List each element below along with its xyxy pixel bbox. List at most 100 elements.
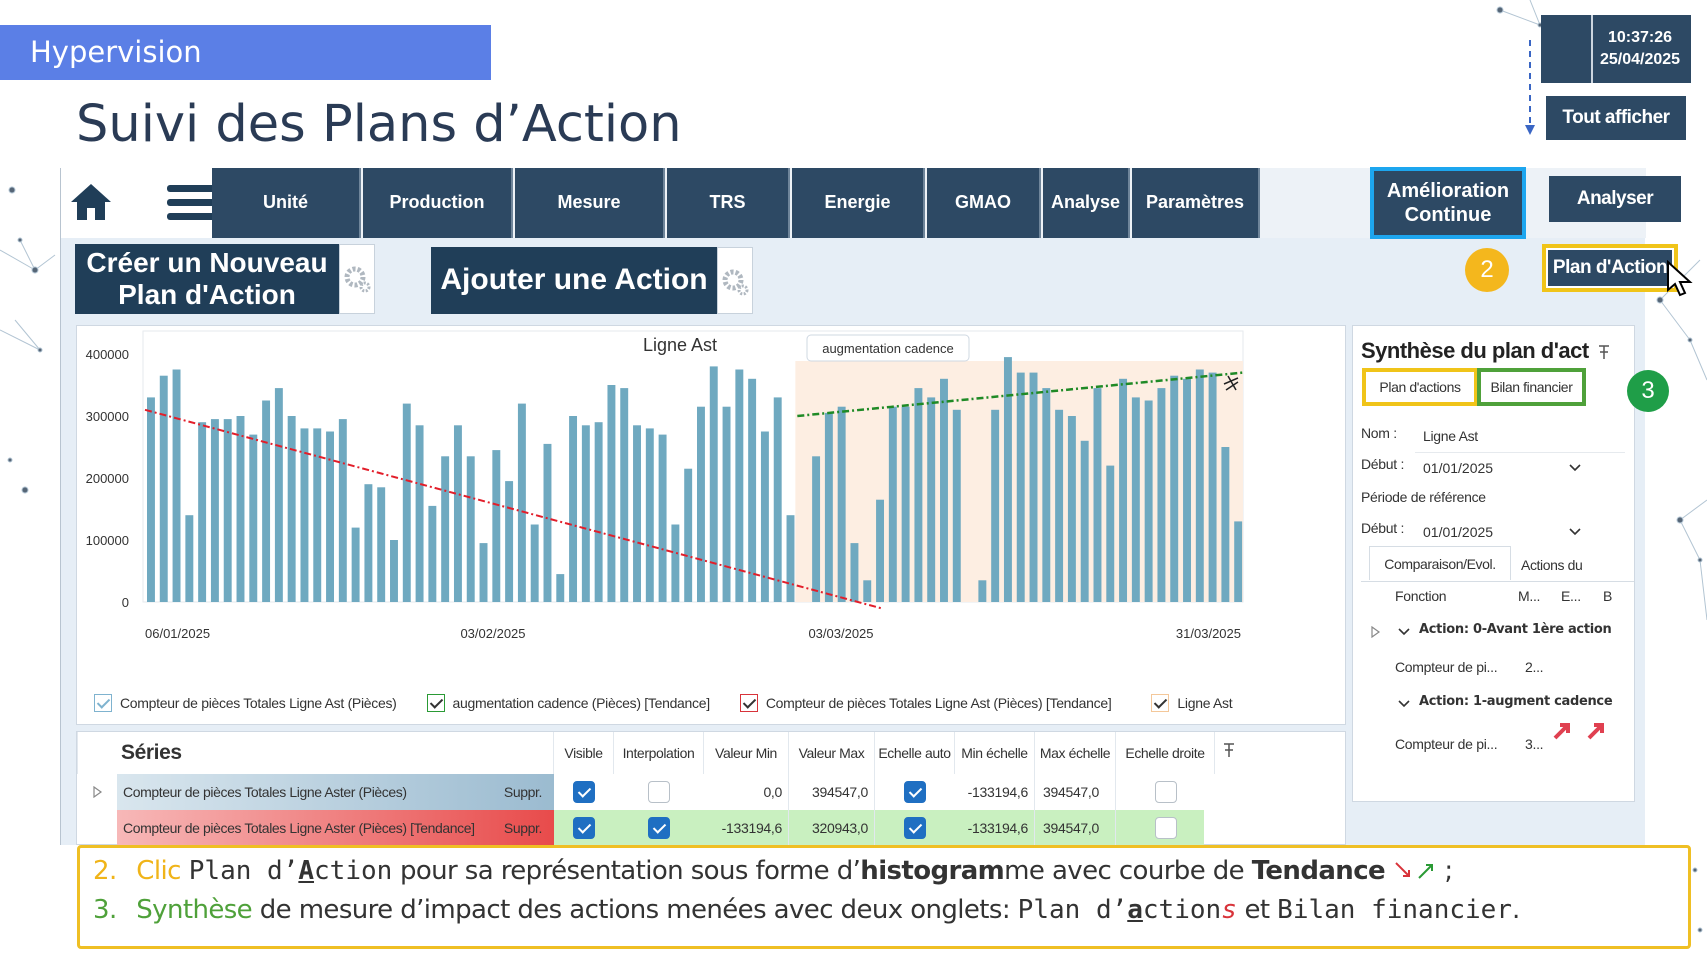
expand-arrow-icon[interactable] (1371, 626, 1381, 638)
series-column-header[interactable]: Echelle auto (875, 732, 955, 774)
suppr-button[interactable]: Suppr. (503, 784, 542, 800)
legend-checkbox[interactable] (739, 694, 758, 712)
series-value-cell[interactable]: 320943,0 (789, 810, 875, 846)
create-plan-button[interactable]: Créer un Nouveau Plan d'Action (75, 244, 339, 314)
legend-item[interactable]: Compteur de pièces Totales Ligne Ast (Pi… (739, 694, 1112, 712)
series-column-header[interactable]: Interpolation (614, 732, 704, 774)
series-column-header[interactable]: Echelle droite (1116, 732, 1215, 774)
nav-item[interactable]: TRS (667, 168, 790, 238)
debut2-select[interactable]: 01/01/2025 (1415, 514, 1590, 548)
chart-bar (210, 419, 219, 602)
nom-field[interactable] (1415, 419, 1625, 453)
legend-item[interactable]: Ligne Ast (1151, 694, 1233, 712)
series-row[interactable]: Compteur de pièces Totales Ligne Aster (… (77, 774, 1345, 810)
chart-bar (569, 416, 578, 602)
nav-item[interactable]: GMAO (927, 168, 1041, 238)
chart-bar (901, 406, 910, 602)
chart-bar (1119, 378, 1128, 602)
legend-checkbox[interactable] (1151, 694, 1170, 712)
chevron-down-icon[interactable] (1398, 700, 1410, 708)
series-value-cell[interactable]: -133194,6 (955, 810, 1035, 846)
caption-line-3: 3. Synthèse de mesure d’impact des actio… (93, 895, 1688, 934)
nav-item[interactable]: Analyse (1043, 168, 1130, 238)
series-value-cell[interactable]: -133194,6 (704, 810, 789, 846)
nav-amelioration-continue[interactable]: Amélioration Continue (1370, 167, 1526, 239)
chart-bar (978, 580, 987, 602)
create-plan-settings[interactable] (339, 244, 375, 314)
legend-item[interactable]: augmentation cadence (Pièces) [Tendance] (426, 694, 710, 712)
series-checkbox[interactable] (904, 817, 926, 839)
series-value-cell[interactable]: 394547,0 (789, 774, 875, 810)
legend-label: Compteur de pièces Totales Ligne Ast (Pi… (120, 695, 397, 711)
series-column-header[interactable]: Max échelle (1035, 732, 1116, 774)
series-checkbox-cell (875, 810, 955, 846)
chart-bar (684, 468, 693, 602)
chart-bar (262, 400, 271, 602)
subtab-comparaison[interactable]: Comparaison/Evol. (1369, 546, 1511, 580)
caption-mono-part: s (1221, 895, 1237, 925)
chart-bar (645, 428, 654, 602)
series-checkbox[interactable] (573, 781, 595, 803)
series-name-cell[interactable]: Compteur de pièces Totales Ligne Aster (… (117, 810, 554, 846)
tab-plan-actions[interactable]: Plan d'actions (1362, 368, 1478, 406)
chart-bar (1183, 378, 1191, 602)
series-checkbox[interactable] (573, 817, 595, 839)
add-action-settings[interactable] (717, 247, 753, 314)
series-column-header[interactable]: Min échelle (955, 732, 1035, 774)
debut-select[interactable]: 01/01/2025 (1415, 450, 1590, 484)
suppr-button[interactable]: Suppr. (503, 820, 542, 836)
nav-item[interactable]: Energie (792, 168, 925, 238)
clock-time: 10:37:26 (1607, 29, 1673, 46)
plan-action-button[interactable]: Plan d'Action (1542, 244, 1678, 292)
series-checkbox[interactable] (1154, 817, 1177, 839)
menu-icon[interactable] (167, 183, 217, 223)
nav-item[interactable]: Production (363, 168, 513, 238)
pin-icon[interactable] (1221, 742, 1237, 758)
series-value-cell[interactable]: 0,0 (704, 774, 789, 810)
series-name-cell[interactable]: Compteur de pièces Totales Ligne Aster (… (117, 774, 554, 810)
series-value-cell[interactable]: 394547,0 (1035, 774, 1116, 810)
chart-bar (1131, 397, 1140, 602)
chart-anchor-icon (1223, 375, 1239, 391)
home-icon[interactable] (69, 182, 113, 222)
fonction-row-1: Compteur de pi... (1395, 659, 1498, 675)
nav-home-area (61, 168, 221, 238)
series-checkbox[interactable] (648, 817, 670, 839)
x-tick-label: 31/03/2025 (1176, 626, 1241, 641)
series-value: 0,0 (763, 784, 782, 800)
series-value-cell[interactable]: -133194,6 (955, 774, 1035, 810)
nav-item[interactable]: Unité (212, 168, 361, 238)
series-checkbox-cell (614, 774, 704, 810)
caption-box: 2. Clic Plan d’Action pour sa représentat… (77, 845, 1691, 949)
series-row[interactable]: Compteur de pièces Totales Ligne Aster (… (77, 810, 1345, 846)
series-checkbox[interactable] (648, 781, 670, 803)
expand-arrow-icon[interactable] (93, 786, 103, 798)
nav-item[interactable]: Mesure (515, 168, 665, 238)
subtab-actions[interactable]: Actions du (1511, 548, 1606, 582)
chart-bar (760, 431, 769, 602)
series-checkbox[interactable] (904, 781, 926, 803)
tab-bilan-financier[interactable]: Bilan financier (1477, 368, 1586, 406)
analyser-button[interactable]: Analyser (1549, 176, 1681, 222)
caption-text: ; (1436, 856, 1453, 886)
y-tick-label: 100000 (86, 533, 129, 548)
series-checkbox[interactable] (1154, 781, 1177, 803)
chart-bar (556, 574, 565, 602)
nav-item[interactable]: Paramètres (1132, 168, 1260, 238)
legend-checkbox[interactable] (426, 694, 445, 712)
chart-bar (326, 431, 334, 602)
add-action-button[interactable]: Ajouter une Action (431, 247, 717, 314)
chart-bar (658, 434, 667, 602)
tout-afficher-button[interactable]: Tout afficher (1546, 96, 1686, 140)
series-value-cell[interactable]: 394547,0 (1035, 810, 1116, 846)
pin-icon[interactable] (1597, 344, 1611, 360)
legend-checkbox[interactable] (94, 694, 112, 712)
series-column-header[interactable]: Valeur Min (704, 732, 789, 774)
action-group-0: Action: 0-Avant 1ère action (1419, 622, 1612, 637)
chevron-down-icon[interactable] (1398, 628, 1410, 636)
series-column-header[interactable]: Visible (554, 732, 614, 774)
chart-bar (390, 540, 398, 602)
chart-bar (402, 403, 411, 602)
series-column-header[interactable]: Valeur Max (789, 732, 875, 774)
legend-item[interactable]: Compteur de pièces Totales Ligne Ast (Pi… (94, 694, 397, 712)
